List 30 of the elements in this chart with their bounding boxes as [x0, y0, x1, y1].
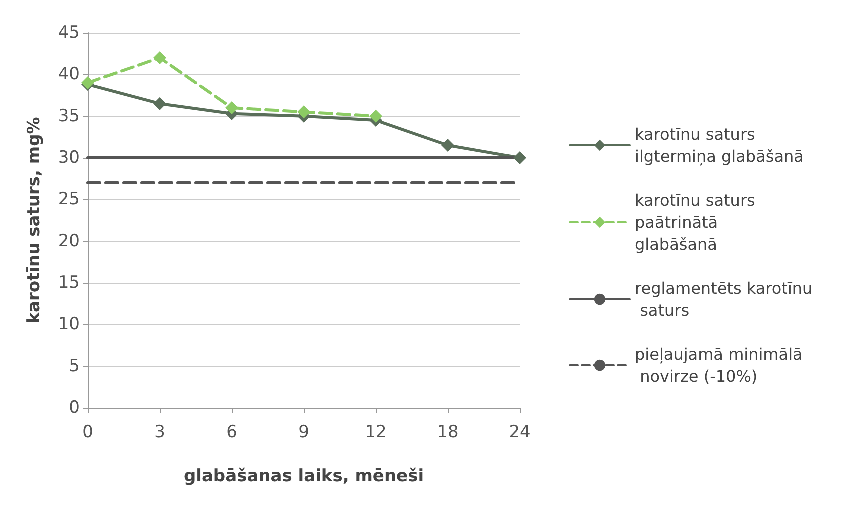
y-axis-title: karotīnu saturs, mg% — [24, 117, 44, 324]
y-tick-label: 30 — [58, 148, 80, 168]
x-tick-label: 24 — [509, 422, 531, 442]
legend-label: pieļaujamā minimālā novirze (-10%) — [635, 345, 803, 386]
x-tick-label: 6 — [226, 422, 238, 442]
y-tick-label: 20 — [58, 231, 80, 252]
x-tick-label: 0 — [82, 422, 94, 442]
legend-label: karotīnu saturs paātrinātā glabāšanā — [635, 191, 760, 254]
x-tick-label: 3 — [154, 422, 166, 442]
x-tick-label: 9 — [298, 422, 310, 442]
y-tick-label: 45 — [58, 23, 80, 43]
point — [298, 106, 310, 119]
y-tick-label: 15 — [58, 273, 80, 293]
legend-label: karotīnu saturs ilgtermiņa glabāšanā — [635, 125, 804, 166]
legend-label: reglamentēts karotīnu saturs — [635, 279, 813, 320]
y-tick-label: 5 — [69, 356, 80, 376]
x-tick-label: 18 — [437, 422, 459, 442]
point — [154, 52, 166, 64]
point — [514, 152, 526, 164]
y-tick-label: 10 — [58, 314, 80, 335]
y-tick-label: 25 — [58, 190, 80, 210]
point — [154, 97, 166, 110]
point — [442, 139, 454, 152]
y-tick-label: 35 — [58, 106, 80, 126]
y-tick-label: 40 — [58, 64, 80, 85]
x-axis-title: glabāšanas laiks, mēneši — [184, 466, 424, 486]
x-tick-label: 12 — [365, 422, 387, 442]
point — [226, 102, 238, 114]
point — [370, 110, 382, 123]
y-tick-label: 0 — [69, 398, 80, 418]
